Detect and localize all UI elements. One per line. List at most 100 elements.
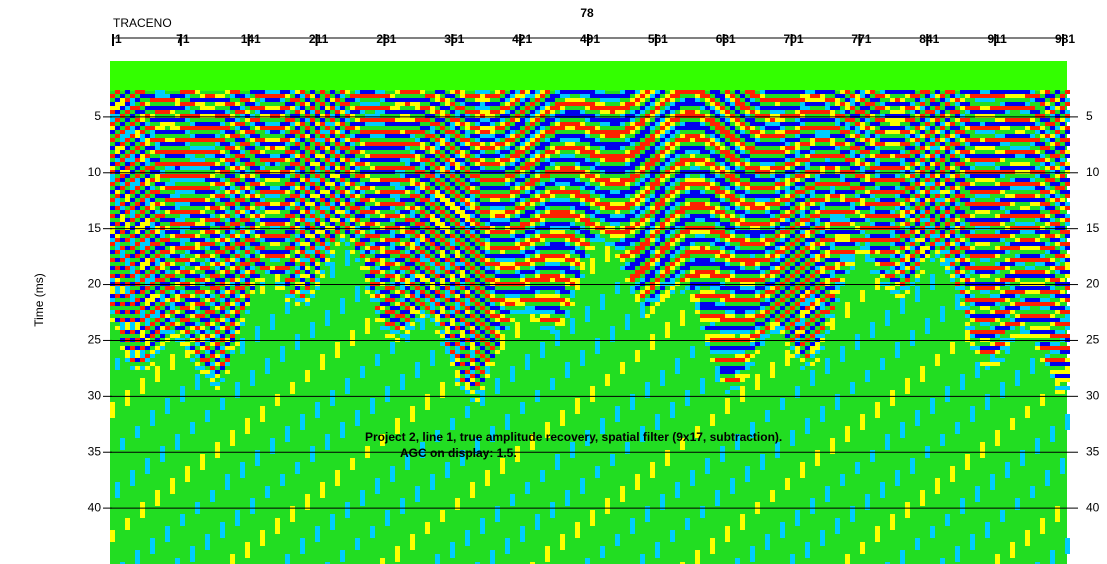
texture-cell [160, 106, 165, 110]
texture-cell [615, 210, 620, 214]
texture-cell [565, 166, 570, 170]
texture-cell [305, 162, 310, 166]
texture-cell [125, 346, 130, 350]
texture-cell [470, 174, 475, 178]
texture-cell [220, 346, 225, 350]
texture-cell [390, 322, 395, 326]
texture-cell [510, 226, 515, 230]
texture-cell [310, 258, 315, 262]
texture-cell [195, 342, 200, 346]
texture-cell [510, 282, 515, 286]
texture-cell [610, 146, 615, 150]
texture-cell [350, 122, 355, 126]
texture-cell [205, 538, 210, 542]
texture-cell [175, 446, 180, 450]
texture-cell [535, 298, 540, 302]
texture-cell [345, 198, 350, 202]
texture-cell [140, 330, 145, 334]
texture-cell [270, 194, 275, 198]
texture-cell [340, 102, 345, 106]
texture-cell [555, 330, 560, 334]
texture-cell [115, 230, 120, 234]
texture-cell [550, 162, 555, 166]
texture-cell [210, 378, 215, 382]
texture-cell [385, 170, 390, 174]
texture-cell [150, 202, 155, 206]
texture-cell [210, 322, 215, 326]
texture-cell [455, 262, 460, 266]
texture-cell [535, 154, 540, 158]
texture-cell [455, 106, 460, 110]
texture-cell [235, 250, 240, 254]
texture-cell [375, 306, 380, 310]
texture-cell [230, 322, 235, 326]
texture-cell [580, 482, 585, 486]
texture-cell [510, 502, 515, 506]
texture-cell [240, 466, 245, 470]
texture-cell [570, 226, 575, 230]
texture-cell [425, 526, 430, 530]
texture-cell [220, 102, 225, 106]
texture-cell [450, 170, 455, 174]
texture-cell [475, 390, 480, 394]
texture-cell [515, 122, 520, 126]
texture-cell [280, 122, 285, 126]
texture-cell [615, 218, 620, 222]
texture-cell [280, 354, 285, 358]
texture-cell [620, 218, 625, 222]
texture-cell [345, 174, 350, 178]
texture-cell [285, 230, 290, 234]
texture-cell [430, 94, 435, 98]
texture-cell [480, 150, 485, 154]
texture-cell [570, 290, 575, 294]
texture-cell [410, 118, 415, 122]
texture-cell [235, 238, 240, 242]
texture-cell [540, 286, 545, 290]
texture-cell [255, 458, 260, 462]
texture-cell [380, 142, 385, 146]
texture-cell [165, 294, 170, 298]
texture-cell [300, 198, 305, 202]
texture-cell [140, 210, 145, 214]
texture-cell [145, 226, 150, 230]
texture-cell [325, 202, 330, 206]
texture-cell [575, 270, 580, 274]
texture-cell [475, 342, 480, 346]
texture-cell [580, 146, 585, 150]
texture-cell [125, 230, 130, 234]
texture-cell [130, 242, 135, 246]
texture-cell [520, 530, 525, 534]
texture-cell [275, 190, 280, 194]
texture-cell [590, 518, 595, 522]
texture-cell [495, 194, 500, 198]
texture-cell [430, 110, 435, 114]
texture-cell [220, 234, 225, 238]
texture-cell [375, 294, 380, 298]
texture-cell [600, 230, 605, 234]
texture-cell [410, 182, 415, 186]
texture-cell [170, 278, 175, 282]
texture-cell [355, 138, 360, 142]
texture-cell [235, 106, 240, 110]
texture-cell [505, 102, 510, 106]
texture-cell [260, 286, 265, 290]
texture-cell [265, 266, 270, 270]
texture-cell [245, 250, 250, 254]
texture-cell [550, 170, 555, 174]
texture-cell [535, 522, 540, 526]
texture-cell [475, 246, 480, 250]
texture-cell [395, 102, 400, 106]
texture-cell [290, 198, 295, 202]
texture-cell [330, 90, 335, 94]
texture-cell [215, 134, 220, 138]
texture-cell [520, 406, 525, 410]
texture-cell [440, 314, 445, 318]
texture-cell [165, 142, 170, 146]
texture-cell [270, 318, 275, 322]
texture-cell [550, 106, 555, 110]
texture-cell [420, 126, 425, 130]
texture-cell [460, 130, 465, 134]
texture-cell [200, 354, 205, 358]
texture-cell [460, 190, 465, 194]
texture-cell [330, 206, 335, 210]
